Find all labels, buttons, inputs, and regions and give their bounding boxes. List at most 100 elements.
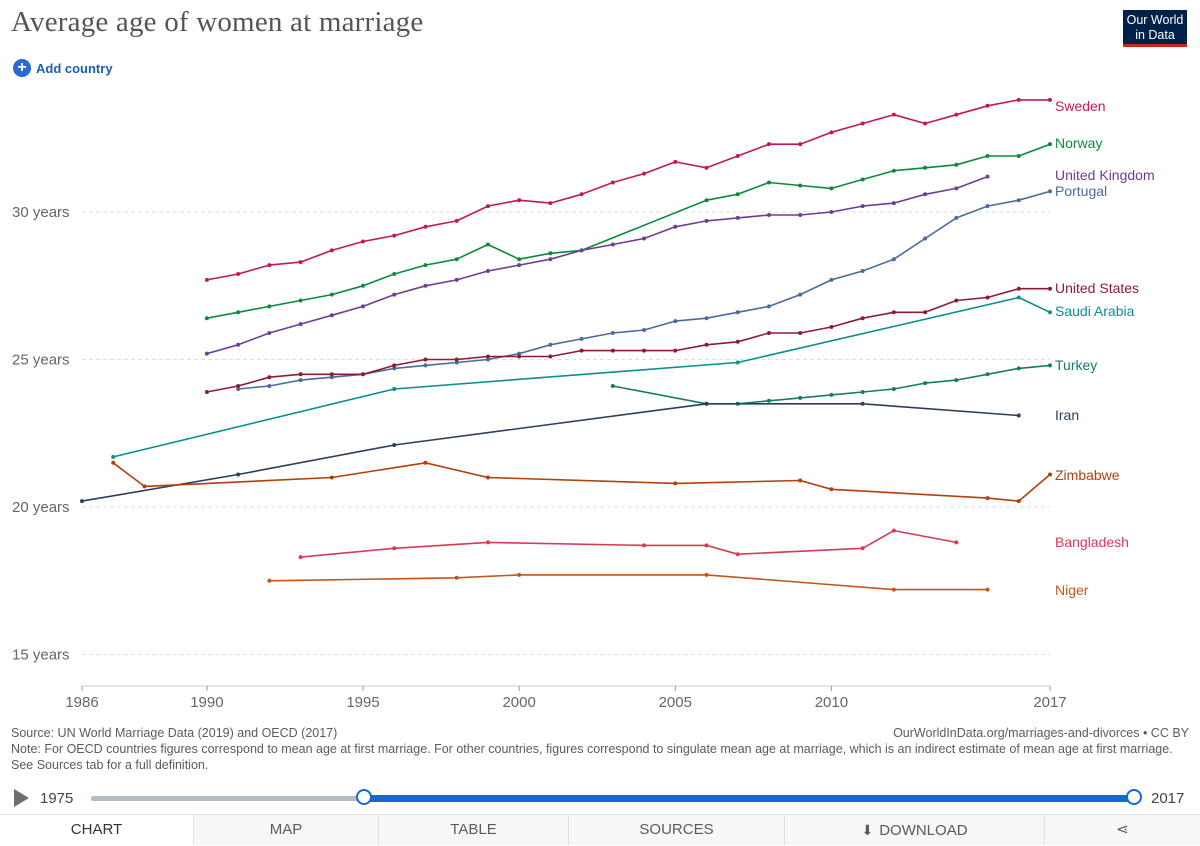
data-point (361, 239, 366, 244)
data-point (454, 575, 459, 580)
data-point (204, 351, 209, 356)
data-point (454, 360, 459, 365)
data-point (798, 212, 803, 217)
data-point (610, 242, 615, 247)
y-tick-label: 25 years (12, 352, 70, 369)
data-point (766, 304, 771, 309)
data-point (798, 478, 803, 483)
add-country-button[interactable]: + Add country (13, 59, 113, 77)
data-point (1048, 189, 1052, 194)
data-point (1048, 363, 1052, 368)
data-point (1016, 499, 1021, 504)
data-point (298, 378, 303, 383)
data-point (704, 198, 709, 203)
data-point (735, 552, 740, 557)
data-point (267, 578, 272, 583)
data-point (454, 357, 459, 362)
tab-map-label: MAP (269, 821, 303, 838)
data-point (829, 277, 834, 282)
data-point (392, 233, 397, 238)
timeline-start-label: 1975 (40, 790, 74, 807)
tab-download[interactable]: ⬇ DOWNLOAD (784, 815, 1044, 845)
share-button[interactable]: ⋖ (1044, 815, 1200, 845)
data-point (860, 121, 865, 126)
tab-table[interactable]: TABLE (378, 815, 568, 845)
data-point (798, 330, 803, 335)
tab-bar: CHART MAP TABLE SOURCES ⬇ DOWNLOAD ⋖ (0, 814, 1200, 845)
tab-map[interactable]: MAP (193, 815, 378, 845)
data-point (236, 310, 241, 315)
series-label: Turkey (1055, 357, 1097, 373)
series-line-united-states (206, 287, 1050, 393)
tab-sources[interactable]: SOURCES (568, 815, 784, 845)
series-label: Iran (1055, 407, 1079, 423)
data-point (860, 389, 865, 394)
data-point (579, 336, 584, 341)
data-point (392, 366, 397, 371)
tab-chart[interactable]: CHART (0, 815, 193, 845)
data-point (361, 283, 366, 288)
data-point (548, 354, 553, 359)
data-point (829, 392, 834, 397)
data-point (798, 183, 803, 188)
data-point (735, 153, 740, 158)
data-point (1016, 286, 1021, 291)
data-point (891, 201, 896, 206)
data-point (423, 363, 428, 368)
plus-circle-icon: + (13, 59, 31, 77)
data-point (298, 298, 303, 303)
data-point (642, 348, 647, 353)
chart-footer: Source: UN World Marriage Data (2019) an… (11, 725, 1189, 773)
data-point (766, 212, 771, 217)
logo-line-1: Our World (1126, 13, 1184, 27)
data-point (1048, 472, 1052, 477)
tab-chart-label: CHART (70, 821, 123, 838)
tab-table-label: TABLE (450, 821, 497, 838)
data-point (236, 387, 241, 391)
data-point (329, 372, 334, 377)
timeline-slider: 1975 2017 (0, 786, 1200, 812)
data-point (485, 475, 490, 480)
data-point (704, 572, 709, 577)
data-point (329, 313, 334, 318)
data-point (891, 387, 896, 391)
data-point (891, 257, 896, 262)
data-point (298, 372, 303, 377)
data-point (673, 224, 678, 229)
data-point (485, 242, 490, 247)
data-point (985, 372, 990, 377)
x-tick-label: 1995 (346, 694, 379, 711)
source-url-link[interactable]: OurWorldInData.org/marriages-and-divorce… (893, 726, 1189, 740)
data-point (423, 263, 428, 268)
data-point (267, 375, 272, 380)
series-label: Sweden (1055, 98, 1106, 114)
data-point (423, 460, 428, 465)
timeline-start-handle[interactable] (356, 789, 372, 805)
play-icon[interactable] (14, 789, 29, 807)
data-point (80, 499, 84, 504)
data-point (204, 277, 209, 282)
data-point (798, 395, 803, 400)
x-tick-label: 2005 (659, 694, 692, 711)
data-point (642, 543, 647, 548)
data-point (485, 357, 490, 362)
owid-logo[interactable]: Our World in Data (1123, 10, 1187, 47)
data-point (1016, 366, 1021, 371)
timeline-end-label: 2017 (1151, 790, 1185, 807)
page-title: Average age of women at marriage (11, 6, 424, 38)
data-point (236, 384, 241, 389)
data-point (111, 460, 116, 465)
download-icon: ⬇ (861, 822, 874, 838)
data-point (267, 263, 272, 268)
data-point (642, 171, 647, 176)
timeline-selected-range[interactable] (364, 795, 1134, 802)
timeline-end-handle[interactable] (1126, 789, 1142, 805)
data-point (704, 543, 709, 548)
data-point (860, 401, 865, 406)
data-point (829, 186, 834, 191)
series-label: Zimbabwe (1055, 467, 1120, 483)
data-point (860, 177, 865, 182)
series-label: Portugal (1055, 183, 1107, 199)
data-point (111, 454, 116, 459)
logo-line-2: in Data (1135, 28, 1175, 42)
